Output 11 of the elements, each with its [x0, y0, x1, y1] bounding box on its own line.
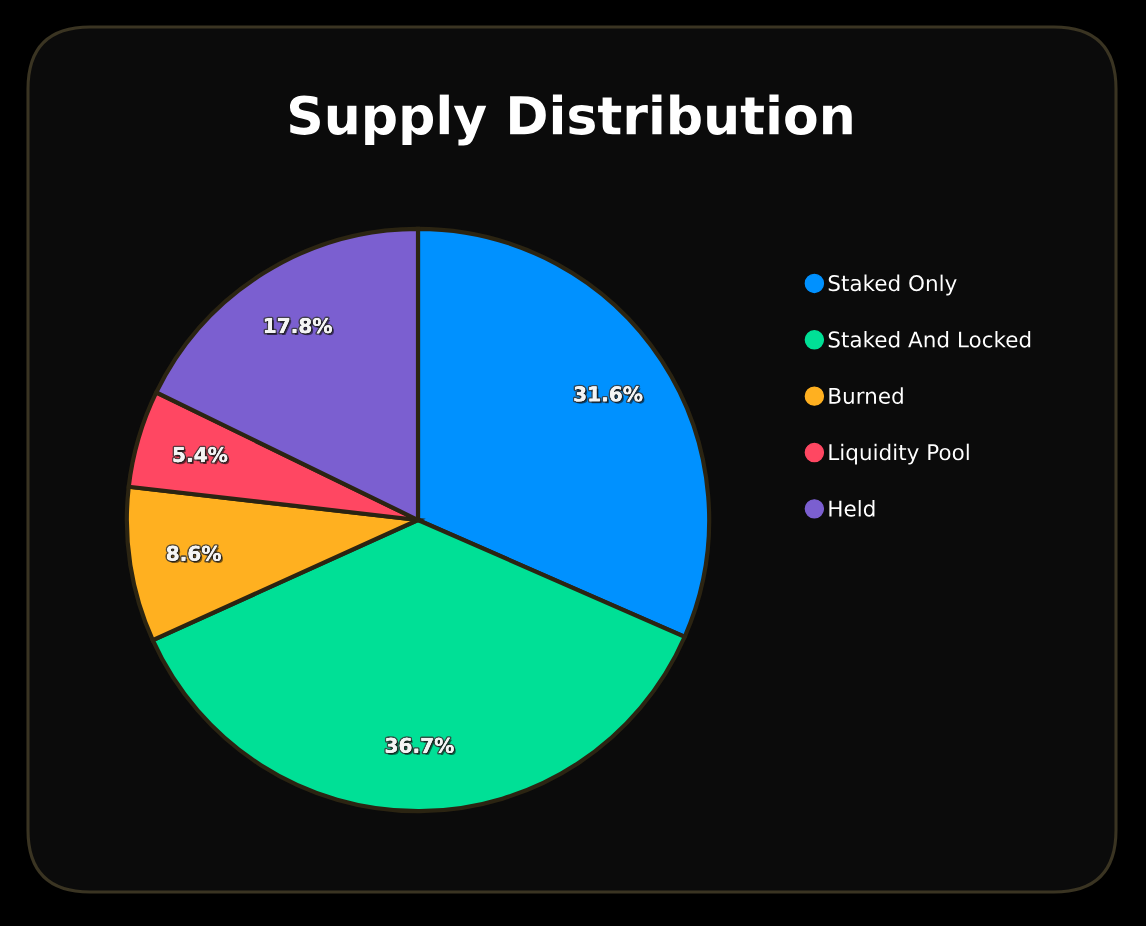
legend-label: Liquidity Pool	[829, 443, 969, 465]
data-label: 8.6%	[166, 545, 223, 564]
data-label: 31.6%	[574, 386, 645, 404]
chart-title: Supply Distribution	[289, 94, 852, 146]
legend-label: Staked And Locked	[828, 330, 1031, 348]
legend-label: Staked Only	[828, 274, 957, 296]
legend-label: Burned	[829, 387, 903, 404]
data-label: 36.7%	[385, 737, 456, 756]
legend-label: Held	[829, 500, 875, 517]
data-label: 5.4%	[173, 446, 230, 465]
data-label: 17.8%	[264, 318, 334, 336]
